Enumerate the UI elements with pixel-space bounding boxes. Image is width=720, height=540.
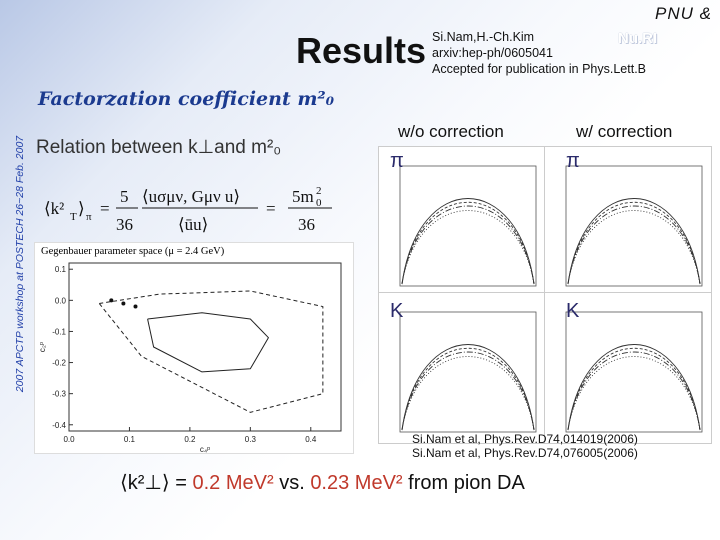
svg-text:5: 5 bbox=[120, 187, 129, 206]
panel-pion-without bbox=[378, 146, 546, 298]
panel-frame bbox=[399, 165, 537, 287]
x-tick-label: 0.1 bbox=[124, 435, 136, 444]
kt-formula: ⟨k² T ⟩ π = 5 36 ⟨uσμν, Gμν u⟩ ⟨ūu⟩ = 5m 20 3… bbox=[44, 185, 332, 234]
svg-text:⟨uσμν, Gμν u⟩: ⟨uσμν, Gμν u⟩ bbox=[142, 187, 240, 206]
da-curve bbox=[567, 210, 701, 285]
x-tick-label: 0.3 bbox=[245, 435, 257, 444]
svg-text:36: 36 bbox=[298, 215, 315, 234]
contour-2 bbox=[147, 312, 269, 373]
header-corner: PNU & bbox=[655, 4, 712, 23]
contour-1 bbox=[98, 290, 324, 413]
x-tick-label: 0.4 bbox=[305, 435, 317, 444]
svg-text:π: π bbox=[86, 211, 92, 223]
svg-text:2: 2 bbox=[316, 185, 322, 197]
svg-text:=: = bbox=[100, 199, 110, 218]
header-nuri: Nu.RI bbox=[618, 30, 658, 47]
y-tick-label: 0.0 bbox=[55, 296, 67, 305]
label-kaon-left: K bbox=[390, 300, 404, 322]
y-tick-label: -0.3 bbox=[52, 390, 66, 399]
citation-1: Si.Nam et al, Phys.Rev.D74,014019(2006) bbox=[412, 432, 638, 446]
da-curve bbox=[567, 347, 701, 431]
chart-frame bbox=[68, 262, 342, 432]
da-curve bbox=[401, 344, 535, 431]
da-curve bbox=[567, 344, 701, 431]
chart-plot: 0.0 0.1 0.2 0.3 0.4 0.1 0.0 -0.1 -0.2 -0.3 -0.4 c₄ᵖ… bbox=[38, 262, 342, 453]
da-curve bbox=[567, 351, 701, 431]
label-kaon-right: K bbox=[566, 300, 580, 322]
reference-arxiv: arxiv:hep-ph/0605041 bbox=[432, 46, 553, 60]
panel-kaon-without bbox=[378, 292, 546, 444]
data-point bbox=[109, 298, 114, 303]
y-tick-label: -0.4 bbox=[52, 421, 66, 430]
y-tick-label: 0.1 bbox=[55, 265, 67, 274]
panel-frame bbox=[399, 311, 537, 433]
da-curve bbox=[401, 356, 535, 431]
bottom-lhs: ⟨k²⊥⟩ = bbox=[120, 472, 193, 494]
da-curve bbox=[401, 351, 535, 431]
reference-authors: Si.Nam,H.-Ch.Kim bbox=[432, 30, 535, 44]
col-head-with: w/ correction bbox=[576, 122, 673, 141]
y-tick-label: -0.2 bbox=[52, 359, 66, 368]
label-pion-left: π bbox=[390, 150, 404, 172]
x-tick-label: 0.0 bbox=[63, 435, 75, 444]
bottom-value-2: 0.23 MeV² bbox=[310, 472, 403, 494]
da-curve bbox=[401, 210, 535, 285]
section-subtitle: Factorzation coefficient m²₀ bbox=[38, 88, 335, 110]
data-point bbox=[133, 304, 138, 309]
bottom-mid: vs. bbox=[273, 472, 311, 494]
panel-frame bbox=[565, 165, 703, 287]
reference-status: Accepted for publication in Phys.Lett.B bbox=[432, 62, 647, 76]
x-axis-label: c₄ᵖ bbox=[200, 445, 210, 453]
y-axis-label: c₂ᵖ bbox=[38, 342, 47, 352]
svg-text:5m: 5m bbox=[292, 187, 314, 206]
citation-2: Si.Nam et al, Phys.Rev.D74,076005(2006) bbox=[412, 446, 638, 460]
da-curve bbox=[401, 205, 535, 285]
da-curve bbox=[401, 201, 535, 285]
page-title: Results bbox=[296, 30, 427, 71]
svg-text:0: 0 bbox=[316, 197, 322, 209]
da-curve bbox=[567, 205, 701, 285]
svg-text:⟨k²: ⟨k² bbox=[44, 199, 64, 218]
svg-text:=: = bbox=[266, 199, 276, 218]
label-pion-right: π bbox=[566, 150, 580, 172]
panel-pion-with bbox=[544, 146, 712, 298]
x-tick-label: 0.2 bbox=[184, 435, 196, 444]
svg-text:36: 36 bbox=[116, 215, 133, 234]
panel-frame bbox=[565, 311, 703, 433]
y-tick-label: -0.1 bbox=[52, 327, 66, 336]
bottom-result: ⟨k²⊥⟩ = 0.2 MeV² vs. 0.23 MeV² from pion… bbox=[120, 470, 525, 495]
gegenbauer-chart: Gegenbauer parameter space (μ = 2.4 GeV)… bbox=[34, 242, 354, 454]
relation-text: Relation between k⊥and m²₀ bbox=[36, 137, 282, 158]
col-head-without: w/o correction bbox=[398, 122, 504, 141]
svg-text:⟨ūu⟩: ⟨ūu⟩ bbox=[178, 215, 208, 234]
panel-kaon-with bbox=[544, 292, 712, 444]
da-curve bbox=[567, 356, 701, 431]
data-point bbox=[121, 301, 126, 306]
svg-text:⟩: ⟩ bbox=[78, 199, 85, 218]
da-curve bbox=[567, 201, 701, 285]
chart-title: Gegenbauer parameter space (μ = 2.4 GeV) bbox=[41, 246, 225, 257]
svg-text:T: T bbox=[70, 211, 77, 223]
bottom-rhs: from pion DA bbox=[402, 472, 525, 494]
bottom-value-1: 0.2 MeV² bbox=[192, 472, 274, 494]
da-curve bbox=[401, 347, 535, 431]
da-curve bbox=[567, 198, 701, 285]
da-curve bbox=[401, 198, 535, 285]
